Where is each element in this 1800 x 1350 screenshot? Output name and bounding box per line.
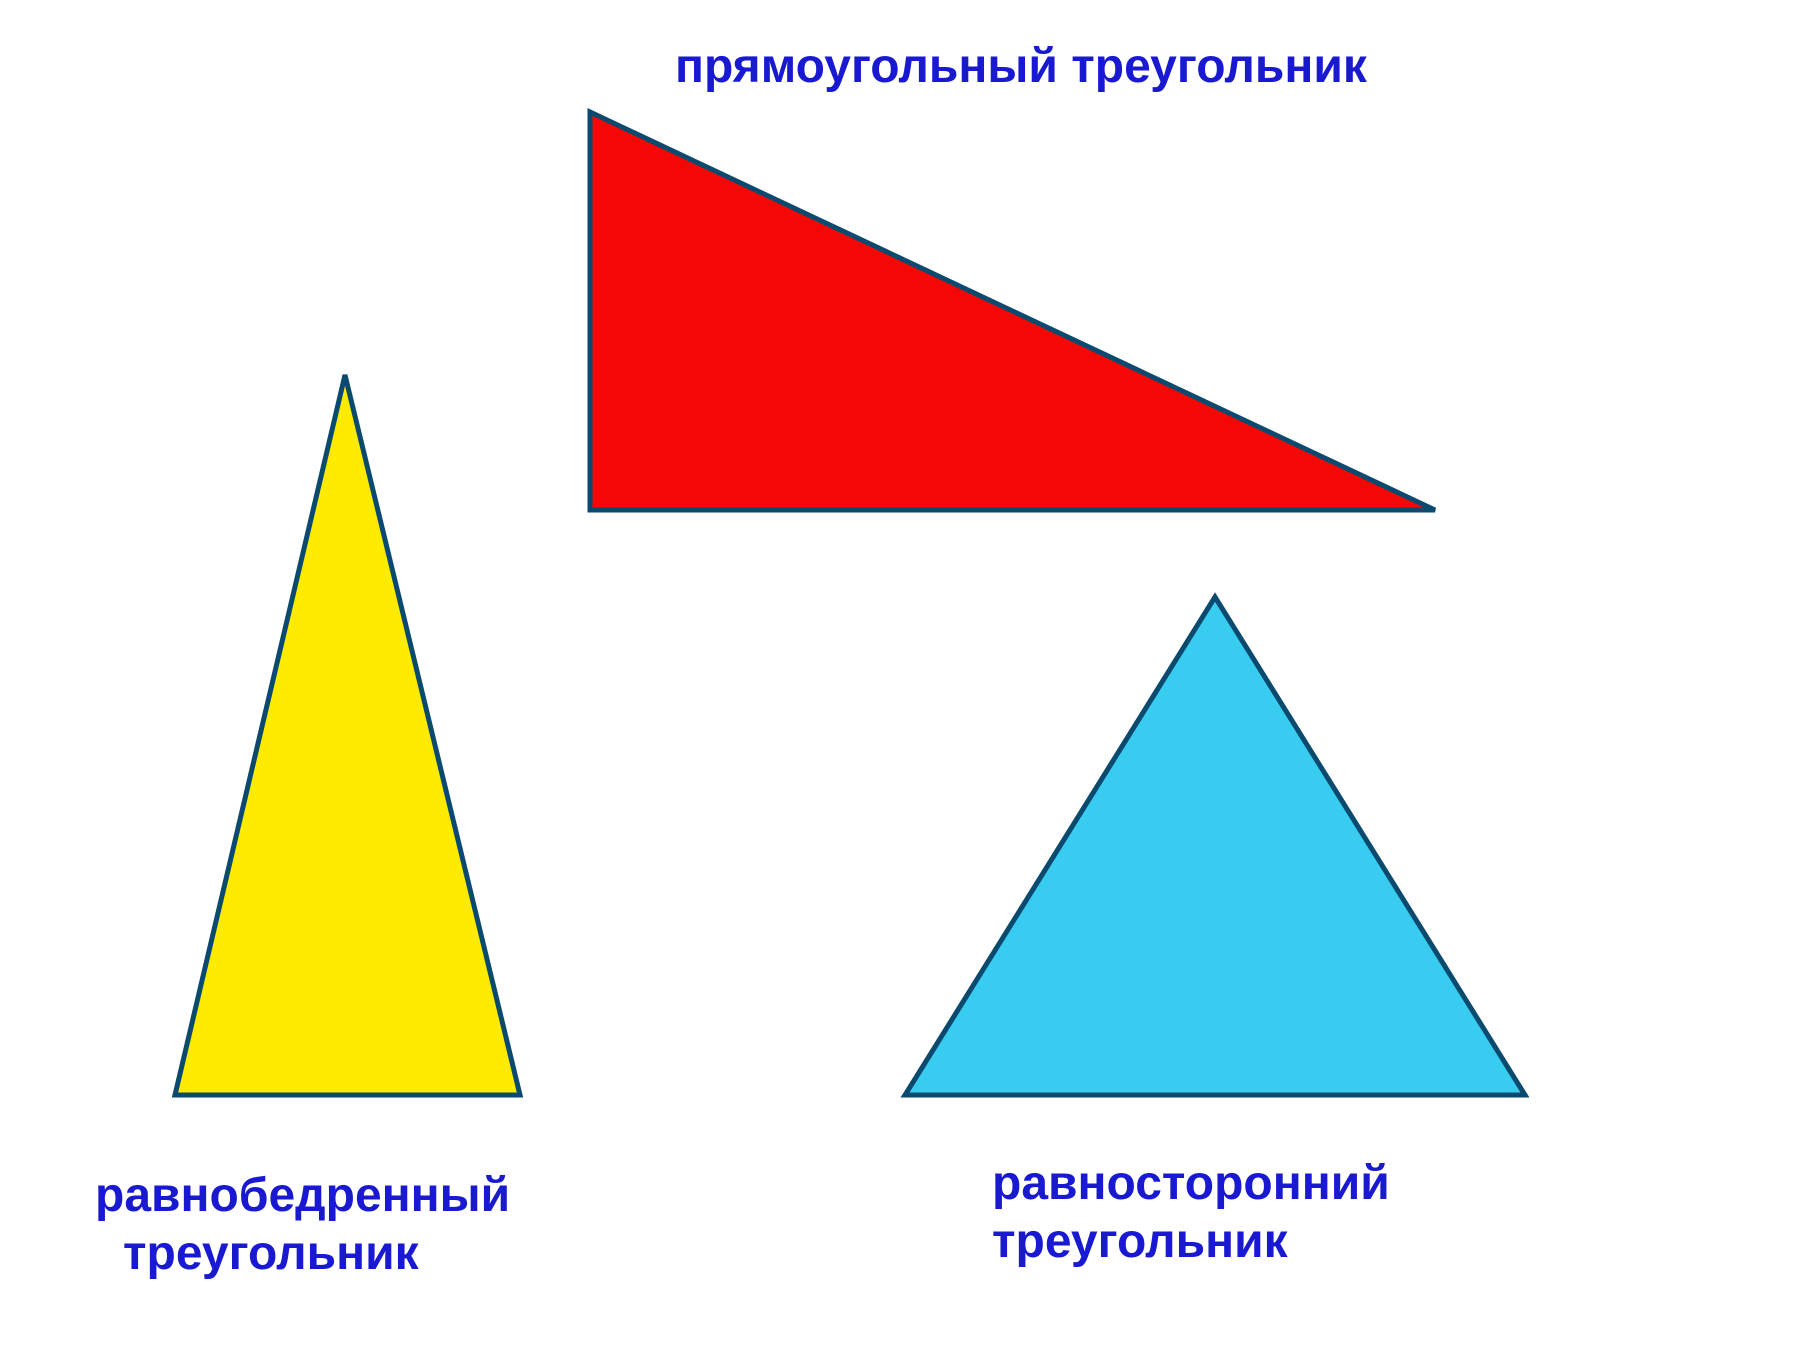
isosceles-triangle-shape xyxy=(175,375,520,1095)
equilateral-triangle-label: равносторонний треугольник xyxy=(992,1155,1390,1270)
diagram-canvas xyxy=(0,0,1800,1350)
equilateral-label-line1: равносторонний xyxy=(992,1157,1390,1210)
isosceles-label-line2: треугольник xyxy=(95,1227,419,1280)
right-triangle-label: прямоугольный треугольник xyxy=(675,38,1367,96)
isosceles-label-line1: равнобедренный xyxy=(95,1169,510,1222)
equilateral-label-line2: треугольник xyxy=(992,1215,1288,1268)
right-triangle-shape xyxy=(590,112,1435,510)
isosceles-triangle-label: равнобедренный треугольник xyxy=(95,1167,510,1282)
equilateral-triangle-shape xyxy=(905,597,1525,1095)
